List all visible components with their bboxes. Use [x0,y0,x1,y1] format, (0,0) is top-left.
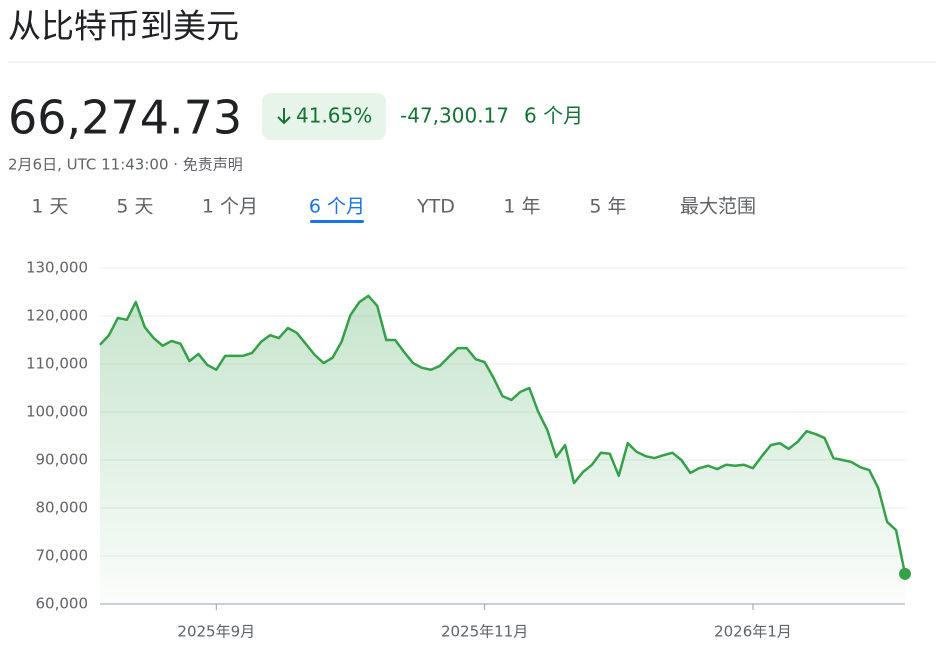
tab[interactable]: 1 年 [503,196,540,218]
tab-underline [310,220,364,223]
tab[interactable]: 5 天 [116,196,153,218]
title: 从比特币到美元 [8,7,239,46]
change-abs: -47,300.17 [400,104,509,128]
y-tick-label: 80,000 [36,499,89,517]
tab[interactable]: 1 天 [31,196,68,218]
area [100,295,905,604]
line [99,294,907,575]
last-point [899,567,911,580]
tab[interactable]: 1 个月 [202,196,258,218]
tab[interactable]: 最大范围 [680,196,756,218]
tab[interactable]: 6 个月 [309,196,365,218]
y-tick-label: 100,000 [26,403,88,421]
timestamp: 2月6日, UTC 11:43:00 · 免责声明 [8,156,243,174]
change-pill [262,93,386,140]
x-tick-label: 2026年1月 [714,623,792,641]
y-tick-label: 110,000 [26,355,88,373]
change-period: 6 个月 [524,104,583,128]
y-tick-label: 120,000 [26,307,88,325]
y-tick-label: 130,000 [26,259,88,277]
y-tick-label: 70,000 [36,547,89,565]
y-tick-label: 90,000 [36,451,89,469]
x-tick-label: 2025年11月 [441,623,528,641]
down-arrow [277,108,291,125]
tab[interactable]: YTD [416,196,455,218]
price: 66,274.73 [8,91,242,145]
tab[interactable]: 5 年 [589,196,626,218]
y-tick-label: 60,000 [36,595,89,613]
change-pct: 41.65% [296,104,372,128]
x-tick-label: 2025年9月 [177,623,255,641]
